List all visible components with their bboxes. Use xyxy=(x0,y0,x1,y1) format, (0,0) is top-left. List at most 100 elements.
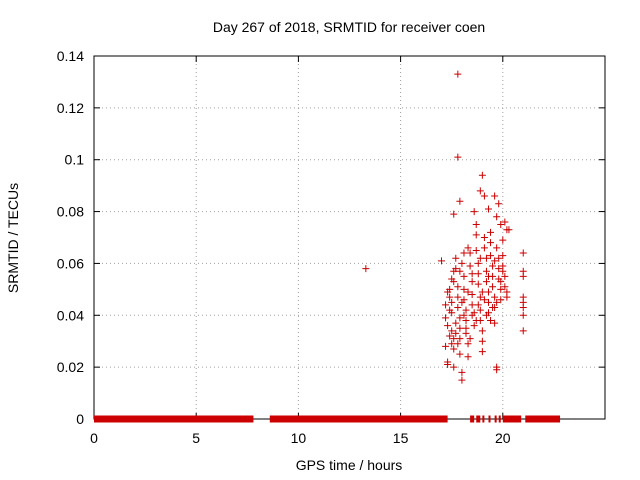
data-point xyxy=(442,342,450,350)
data-point xyxy=(454,153,462,161)
data-point xyxy=(462,306,470,314)
zero-value-points-band xyxy=(525,415,561,423)
data-point xyxy=(450,278,458,286)
data-point xyxy=(468,301,476,309)
data-point xyxy=(468,291,476,299)
data-point xyxy=(437,257,445,265)
data-point xyxy=(476,187,484,195)
data-point xyxy=(460,272,468,280)
data-point xyxy=(497,296,505,304)
y-tick-label: 0.06 xyxy=(57,255,84,271)
data-point xyxy=(464,288,472,296)
data-point xyxy=(448,298,456,306)
data-point xyxy=(501,272,509,280)
data-point xyxy=(519,304,527,312)
data-point xyxy=(484,288,492,296)
data-point xyxy=(452,254,460,262)
chart-title: Day 267 of 2018, SRMTID for receiver coe… xyxy=(213,19,485,35)
data-point xyxy=(499,236,507,244)
data-point xyxy=(472,231,480,239)
data-point xyxy=(478,171,486,179)
grid-lines xyxy=(94,56,605,419)
data-point xyxy=(468,278,476,286)
axis-ticks xyxy=(93,55,605,420)
data-point xyxy=(462,316,470,324)
data-point xyxy=(456,335,464,343)
x-tick-label: 10 xyxy=(291,430,307,446)
data-point xyxy=(489,283,497,291)
zero-value-points-band xyxy=(94,415,254,423)
y-tick-label: 0.02 xyxy=(57,359,84,375)
data-point xyxy=(458,259,466,267)
data-point xyxy=(454,283,462,291)
data-point xyxy=(452,329,460,337)
x-tick-labels: 0 5 10 15 20 xyxy=(90,430,511,446)
data-point xyxy=(476,306,484,314)
data-point xyxy=(450,363,458,371)
data-point xyxy=(456,197,464,205)
y-tick-label: 0.08 xyxy=(57,204,84,220)
data-point xyxy=(446,306,454,314)
data-point xyxy=(493,298,501,306)
data-point xyxy=(491,192,499,200)
zero-value-points-band xyxy=(470,415,475,423)
data-point xyxy=(444,288,452,296)
data-point xyxy=(489,304,497,312)
data-point xyxy=(470,309,478,317)
data-point xyxy=(487,316,495,324)
data-point xyxy=(460,311,468,319)
data-point xyxy=(454,293,462,301)
data-point xyxy=(493,213,501,221)
data-point xyxy=(478,337,486,345)
zero-value-points-band xyxy=(498,415,501,423)
data-point xyxy=(450,345,458,353)
x-tick-label: 5 xyxy=(192,430,200,446)
data-point xyxy=(484,272,492,280)
data-point xyxy=(470,208,478,216)
data-point xyxy=(484,205,492,213)
data-point xyxy=(462,324,470,332)
data-point xyxy=(489,262,497,270)
data-point xyxy=(476,293,484,301)
data-point xyxy=(482,254,490,262)
data-point xyxy=(482,267,490,275)
data-point xyxy=(487,228,495,236)
x-tick-label: 0 xyxy=(90,430,98,446)
data-point xyxy=(491,257,499,265)
zero-value-points-band xyxy=(269,415,448,423)
data-point xyxy=(444,322,452,330)
data-point xyxy=(497,278,505,286)
data-point xyxy=(503,293,511,301)
data-point xyxy=(464,353,472,361)
data-point xyxy=(480,234,488,241)
data-point xyxy=(466,249,474,257)
data-point xyxy=(466,262,474,270)
data-point xyxy=(495,254,503,262)
data-point xyxy=(487,239,495,247)
zero-value-points-band xyxy=(494,415,497,423)
data-point xyxy=(501,283,509,291)
data-point xyxy=(472,316,480,324)
x-tick-label: 15 xyxy=(393,430,409,446)
data-point xyxy=(505,226,513,234)
data-point xyxy=(454,340,462,348)
data-point xyxy=(519,311,527,319)
data-point xyxy=(472,221,480,229)
data-point xyxy=(362,265,370,273)
data-point xyxy=(497,221,505,229)
y-tick-label: 0.14 xyxy=(57,48,84,64)
data-point xyxy=(460,249,468,257)
data-point xyxy=(491,319,499,327)
data-point xyxy=(456,324,464,332)
data-point xyxy=(478,327,486,335)
data-point xyxy=(519,272,527,280)
data-point xyxy=(519,327,527,335)
data-point xyxy=(456,350,464,358)
data-point xyxy=(474,270,482,278)
data-point xyxy=(452,265,460,273)
data-point xyxy=(446,332,454,340)
data-point xyxy=(478,348,486,356)
data-point xyxy=(442,314,450,322)
data-point xyxy=(499,267,507,275)
